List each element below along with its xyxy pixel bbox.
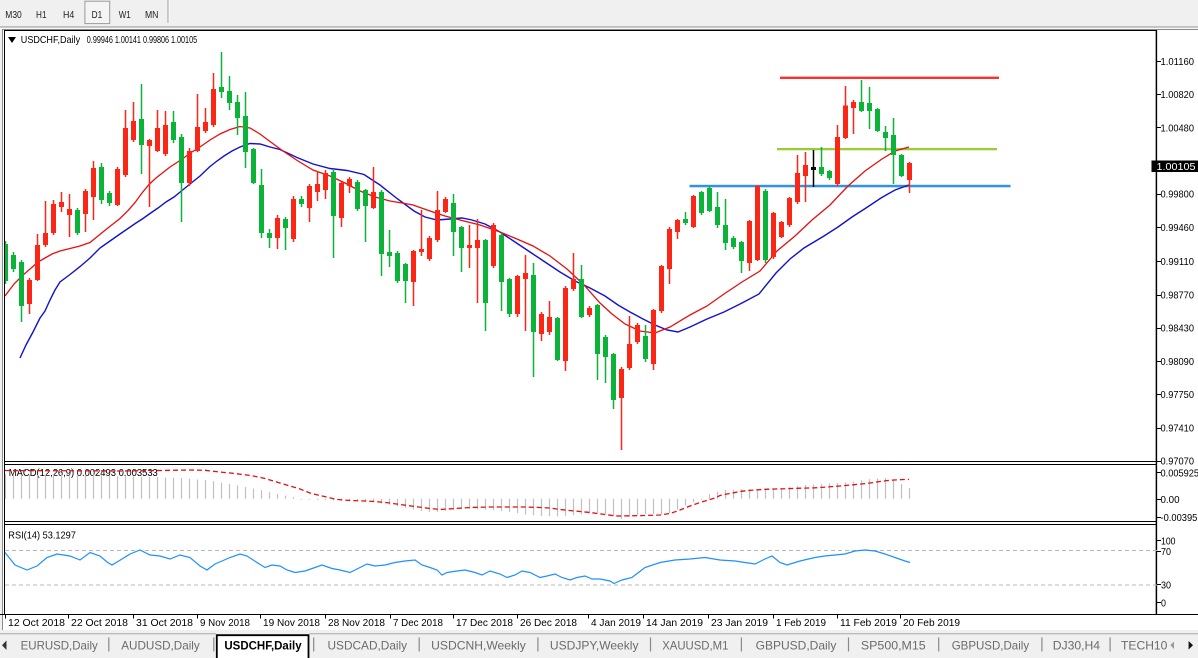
svg-text:70: 70 bbox=[1161, 546, 1171, 558]
svg-text:DJ30,H4: DJ30,H4 bbox=[1053, 639, 1101, 653]
svg-text:20 Feb 2019: 20 Feb 2019 bbox=[903, 617, 960, 629]
svg-text:1.00480: 1.00480 bbox=[1161, 122, 1195, 134]
svg-text:0.97410: 0.97410 bbox=[1161, 422, 1195, 434]
svg-text:1 Feb 2019: 1 Feb 2019 bbox=[776, 617, 826, 629]
svg-text:11 Feb 2019: 11 Feb 2019 bbox=[840, 617, 897, 629]
svg-text:GBPUSD,Daily: GBPUSD,Daily bbox=[952, 639, 1029, 653]
svg-text:7 Dec 2018: 7 Dec 2018 bbox=[393, 617, 443, 629]
svg-text:D1: D1 bbox=[92, 10, 103, 21]
svg-text:1.01160: 1.01160 bbox=[1161, 56, 1195, 68]
svg-text:0.005925: 0.005925 bbox=[1161, 467, 1198, 479]
svg-text:USDCAD,Daily: USDCAD,Daily bbox=[328, 639, 408, 653]
svg-text:12 Oct 2018: 12 Oct 2018 bbox=[8, 617, 65, 629]
svg-text:0.98090: 0.98090 bbox=[1161, 356, 1195, 368]
svg-text:GBPUSD,Daily: GBPUSD,Daily bbox=[756, 639, 837, 653]
svg-text:USDCHF,Daily: USDCHF,Daily bbox=[21, 34, 81, 46]
svg-text:0.98770: 0.98770 bbox=[1161, 290, 1195, 302]
svg-text:0.00: 0.00 bbox=[1161, 494, 1180, 506]
svg-text:0.99460: 0.99460 bbox=[1161, 222, 1195, 234]
svg-text:4 Jan 2019: 4 Jan 2019 bbox=[591, 617, 641, 629]
svg-text:26 Dec 2018: 26 Dec 2018 bbox=[520, 617, 577, 629]
svg-text:H1: H1 bbox=[36, 10, 47, 21]
svg-text:USDJPY,Weekly: USDJPY,Weekly bbox=[550, 639, 639, 653]
svg-text:0.97070: 0.97070 bbox=[1161, 456, 1195, 468]
svg-text:0.97750: 0.97750 bbox=[1161, 389, 1195, 401]
svg-text:0.98430: 0.98430 bbox=[1161, 323, 1195, 335]
svg-text:H4: H4 bbox=[63, 10, 75, 21]
svg-text:9 Nov 2018: 9 Nov 2018 bbox=[200, 617, 250, 629]
svg-text:RSI(14) 53.1297: RSI(14) 53.1297 bbox=[8, 530, 76, 542]
svg-text:TECH10: TECH10 bbox=[1121, 639, 1168, 653]
svg-text:EURUSD,Daily: EURUSD,Daily bbox=[21, 639, 98, 653]
svg-text:100: 100 bbox=[1161, 535, 1176, 547]
svg-text:0: 0 bbox=[1161, 597, 1166, 609]
svg-text:0.99110: 0.99110 bbox=[1161, 256, 1195, 268]
svg-text:-0.003951: -0.003951 bbox=[1161, 512, 1198, 524]
svg-text:0.99800: 0.99800 bbox=[1161, 189, 1195, 201]
svg-text:31 Oct 2018: 31 Oct 2018 bbox=[136, 617, 193, 629]
svg-text:XAUUSD,M1: XAUUSD,M1 bbox=[662, 639, 729, 653]
svg-text:17 Dec 2018: 17 Dec 2018 bbox=[456, 617, 513, 629]
svg-text:0.99946 1.00141 0.99806 1.0010: 0.99946 1.00141 0.99806 1.00105 bbox=[87, 34, 197, 46]
svg-text:SP500,M15: SP500,M15 bbox=[861, 639, 926, 653]
svg-text:USDCHF,Daily: USDCHF,Daily bbox=[224, 639, 302, 653]
svg-text:22 Oct 2018: 22 Oct 2018 bbox=[71, 617, 128, 629]
svg-text:AUDUSD,Daily: AUDUSD,Daily bbox=[121, 639, 200, 653]
svg-text:USDCNH,Weekly: USDCNH,Weekly bbox=[431, 639, 526, 653]
svg-text:28 Nov 2018: 28 Nov 2018 bbox=[328, 617, 385, 629]
svg-text:19 Nov 2018: 19 Nov 2018 bbox=[263, 617, 320, 629]
svg-text:23 Jan 2019: 23 Jan 2019 bbox=[711, 617, 768, 629]
svg-text:MN: MN bbox=[145, 10, 159, 21]
svg-text:14 Jan 2019: 14 Jan 2019 bbox=[646, 617, 703, 629]
svg-text:M30: M30 bbox=[5, 10, 22, 21]
svg-text:30: 30 bbox=[1161, 579, 1171, 591]
svg-text:W1: W1 bbox=[119, 10, 131, 21]
svg-text:1.00105: 1.00105 bbox=[1157, 161, 1196, 173]
svg-text:1.00820: 1.00820 bbox=[1161, 89, 1195, 101]
svg-text:MACD(12,26,9) 0.002493 0.00353: MACD(12,26,9) 0.002493 0.003533 bbox=[9, 467, 158, 479]
